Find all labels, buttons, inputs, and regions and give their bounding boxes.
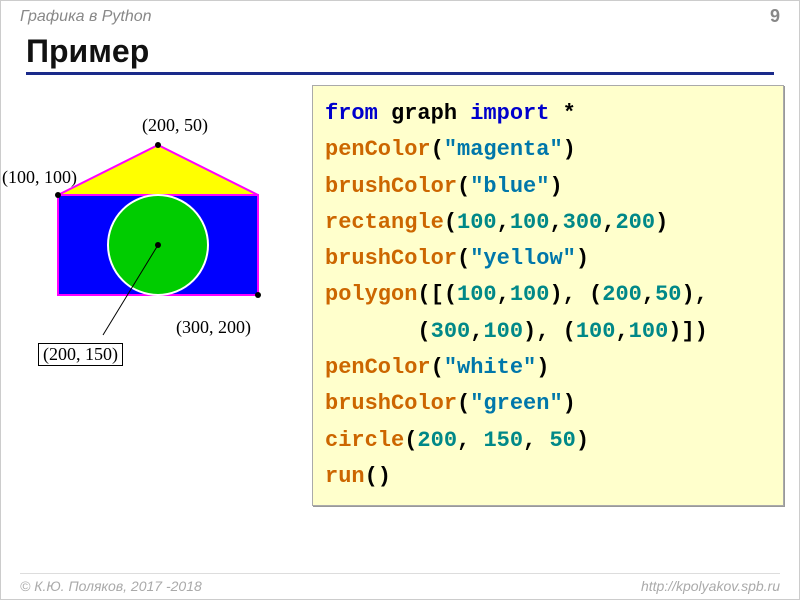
- footer: © К.Ю. Поляков, 2017 -2018 http://kpolya…: [20, 573, 780, 594]
- coord-label: (100, 100): [2, 167, 77, 188]
- diagram: (200, 50) (100, 100) (300, 200) (200, 15…: [8, 85, 308, 465]
- triangle-shape: [58, 145, 258, 195]
- coord-label: (200, 50): [142, 115, 208, 136]
- url: http://kpolyakov.spb.ru: [641, 578, 780, 594]
- copyright: © К.Ю. Поляков, 2017 -2018: [20, 578, 202, 594]
- coord-label: (200, 150): [38, 343, 123, 366]
- coord-label: (300, 200): [176, 317, 251, 338]
